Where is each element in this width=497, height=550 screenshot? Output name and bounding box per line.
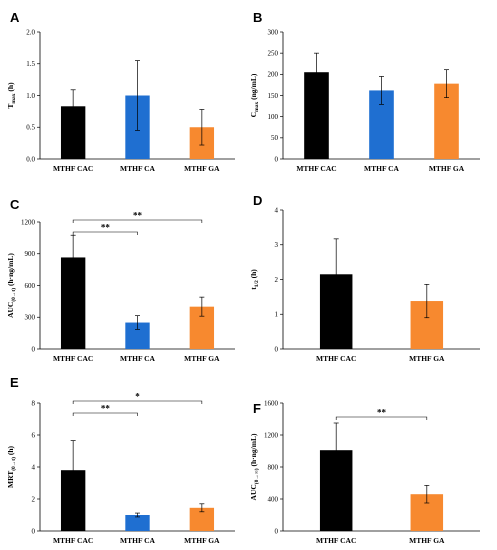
category-label: MTHF CAC <box>53 354 93 363</box>
panel-label: E <box>10 375 19 390</box>
significance-bracket <box>72 219 203 223</box>
y-tick-label: 8 <box>32 399 36 407</box>
y-axis-label: MRT(0→t) (h) <box>6 445 17 488</box>
significance-bracket <box>72 412 138 416</box>
category-label: MTHF CAC <box>53 536 93 545</box>
y-axis-label: Cmax (ng/mL) <box>249 73 260 117</box>
category-label: MTHF CA <box>364 164 400 173</box>
significance-bracket <box>72 231 138 235</box>
panel-b: B 0 50 100 150 200 250 300 Cmax (ng/mL) MTHF CAC M… <box>249 10 480 173</box>
y-tick-label: 200 <box>268 71 279 79</box>
bar-mthf-ga <box>189 507 215 531</box>
panel-f: F 0 400 800 1200 1600 AUC(0→∞) (h·ng/mL) MTHF C… <box>249 399 480 545</box>
category-label: MTHF GA <box>184 536 220 545</box>
significance-bracket <box>335 416 428 420</box>
panel-label: B <box>253 10 262 25</box>
y-tick-label: 0 <box>32 345 36 353</box>
y-tick-label: 0 <box>32 527 36 535</box>
y-tick-label: 150 <box>268 92 279 100</box>
category-label: MTHF GA <box>184 354 220 363</box>
category-label: MTHF CAC <box>296 164 336 173</box>
significance-label: ** <box>377 408 387 418</box>
category-label: MTHF GA <box>429 164 465 173</box>
y-tick-label: 800 <box>268 463 279 471</box>
y-axis-label: AUC(0→t) (h·ng/mL) <box>6 253 17 318</box>
panel-d: D 0 1 2 3 4 t1/2 (h) MTHF CAC MTHF GA <box>249 193 480 363</box>
y-tick-label: 4 <box>32 463 36 471</box>
y-axis-label: AUC(0→∞) (h·ng/mL) <box>249 433 260 500</box>
category-label: MTHF CA <box>120 354 156 363</box>
category-label: MTHF GA <box>409 354 445 363</box>
y-tick-label: 4 <box>275 206 279 214</box>
panel-a: A 0.0 0.5 1.0 1.5 2.0 Tmax (h) MTHF CAC MTHF CA M… <box>6 10 235 173</box>
significance-bracket <box>72 400 203 404</box>
y-axis-label: t1/2 (h) <box>249 269 260 290</box>
panel-label: C <box>10 197 20 212</box>
significance-label: ** <box>133 211 143 221</box>
category-label: MTHF CAC <box>316 536 356 545</box>
y-tick-label: 1200 <box>264 431 279 439</box>
y-tick-label: 2 <box>32 495 36 503</box>
y-tick-label: 0 <box>275 527 279 535</box>
y-tick-label: 100 <box>268 113 279 121</box>
significance-label: ** <box>101 223 111 233</box>
y-tick-label: 1 <box>275 311 279 319</box>
y-tick-label: 400 <box>268 495 279 503</box>
y-tick-label: 3 <box>275 241 279 249</box>
y-tick-label: 1200 <box>21 218 36 226</box>
y-tick-label: 0.0 <box>26 155 35 163</box>
y-tick-label: 50 <box>271 134 279 142</box>
category-label: MTHF CAC <box>53 164 93 173</box>
category-label: MTHF CA <box>120 536 156 545</box>
panel-label: A <box>10 10 20 25</box>
y-tick-label: 300 <box>268 28 279 36</box>
y-tick-label: 0 <box>275 345 279 353</box>
y-tick-label: 2 <box>275 276 279 284</box>
y-tick-label: 900 <box>25 250 36 258</box>
category-label: MTHF CA <box>120 164 156 173</box>
panel-e: E 0 2 4 6 8 MRT(0→t) (h) MTHF CAC MTHF CA MTHF GA… <box>6 375 235 545</box>
y-tick-label: 1.5 <box>26 60 35 68</box>
category-label: MTHF GA <box>409 536 445 545</box>
y-tick-label: 1.0 <box>26 92 35 100</box>
y-tick-label: 0.5 <box>26 124 35 132</box>
y-tick-label: 0 <box>275 155 279 163</box>
y-tick-label: 1600 <box>264 399 279 407</box>
y-tick-label: 300 <box>25 314 36 322</box>
panel-label: F <box>253 401 261 416</box>
category-label: MTHF CAC <box>316 354 356 363</box>
significance-label: * <box>135 392 140 402</box>
y-tick-label: 250 <box>268 49 279 57</box>
category-label: MTHF GA <box>184 164 220 173</box>
significance-label: ** <box>101 404 111 414</box>
y-tick-label: 6 <box>32 431 36 439</box>
panel-label: D <box>253 193 262 208</box>
panel-c: C 0 300 600 900 1200 AUC(0→t) (h·ng/mL) MTHF CA… <box>6 197 235 363</box>
y-tick-label: 2.0 <box>26 28 35 36</box>
bar-mthf-ca <box>125 515 150 531</box>
y-axis-label: Tmax (h) <box>6 82 17 109</box>
y-tick-label: 600 <box>25 282 36 290</box>
